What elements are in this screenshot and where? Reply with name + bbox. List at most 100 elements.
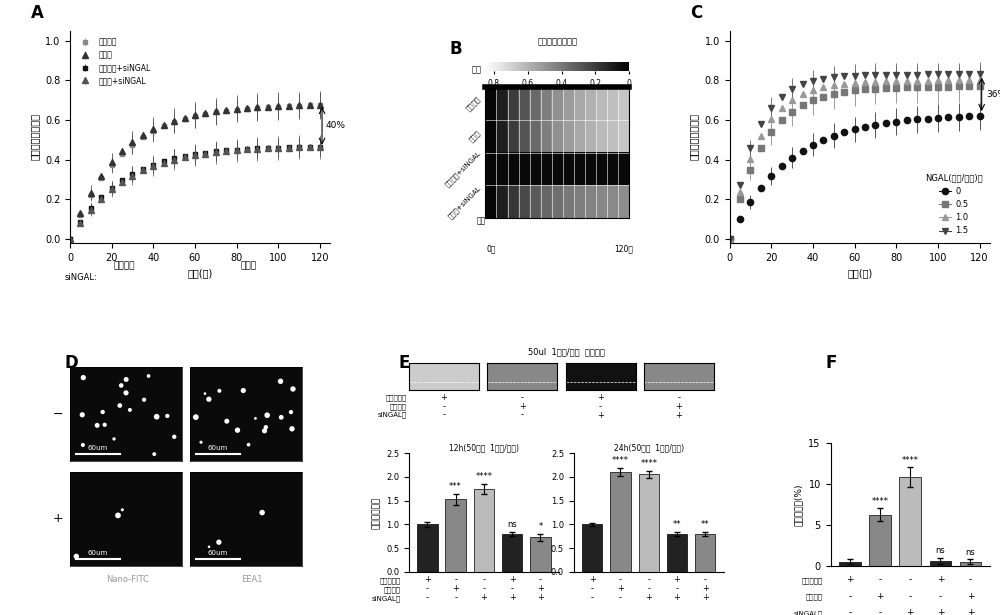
Text: -: - bbox=[591, 593, 594, 603]
Text: siNGAL:: siNGAL: bbox=[65, 273, 98, 282]
Text: +: + bbox=[967, 592, 974, 601]
Text: F: F bbox=[826, 354, 837, 371]
Point bbox=[106, 434, 122, 444]
Point bbox=[136, 395, 152, 405]
Text: +: + bbox=[452, 584, 459, 593]
Point bbox=[219, 416, 235, 426]
Text: siNGAL：: siNGAL： bbox=[378, 412, 407, 418]
Y-axis label: 荧光恢复相对强度: 荧光恢复相对强度 bbox=[29, 113, 39, 161]
Text: 60um: 60um bbox=[88, 550, 108, 555]
Legend: 培养上清, 外泌体, 培养上清+siNGAL, 外泌体+siNGAL: 培养上清, 外泌体, 培养上清+siNGAL, 外泌体+siNGAL bbox=[74, 34, 154, 88]
Text: +: + bbox=[424, 576, 431, 584]
Text: 分组: 分组 bbox=[472, 66, 482, 75]
Point bbox=[159, 411, 175, 421]
Title: 24h(50微升  1毫克/毫升): 24h(50微升 1毫克/毫升) bbox=[614, 443, 684, 452]
Bar bbox=[639, 475, 659, 572]
Point bbox=[201, 542, 217, 552]
Y-axis label: 荧光恢复相对强度: 荧光恢复相对强度 bbox=[689, 113, 699, 161]
Text: -: - bbox=[879, 575, 882, 584]
Point bbox=[75, 373, 91, 383]
Point bbox=[114, 505, 130, 515]
Text: -: - bbox=[909, 592, 912, 601]
Text: -: - bbox=[619, 593, 622, 603]
Point bbox=[141, 371, 157, 381]
Bar bbox=[610, 472, 631, 572]
Bar bbox=[417, 525, 438, 572]
Point bbox=[118, 388, 134, 398]
Text: 120秒: 120秒 bbox=[614, 245, 633, 254]
Text: -: - bbox=[454, 576, 457, 584]
Point bbox=[273, 413, 289, 423]
Text: -: - bbox=[879, 608, 882, 615]
Text: +: + bbox=[617, 584, 624, 593]
Text: +: + bbox=[876, 592, 884, 601]
Text: *: * bbox=[538, 522, 543, 531]
Text: +: + bbox=[846, 575, 854, 584]
Point bbox=[188, 412, 204, 422]
Text: +: + bbox=[675, 402, 682, 411]
Text: ****: **** bbox=[475, 472, 492, 481]
Text: C: C bbox=[691, 4, 703, 22]
Text: -: - bbox=[647, 584, 650, 593]
Text: +: + bbox=[509, 593, 516, 603]
Text: siNGAL：: siNGAL： bbox=[371, 595, 400, 602]
Point bbox=[89, 421, 105, 430]
Point bbox=[112, 400, 128, 410]
Text: -: - bbox=[442, 411, 445, 419]
Point bbox=[273, 376, 289, 386]
Point bbox=[241, 440, 257, 450]
Point bbox=[257, 426, 273, 436]
Point bbox=[211, 386, 227, 395]
Text: -: - bbox=[939, 592, 942, 601]
Title: 12h(50微升  1毫克/毫升): 12h(50微升 1毫克/毫升) bbox=[449, 443, 519, 452]
Point bbox=[283, 407, 299, 417]
Text: 培养上清: 培养上清 bbox=[113, 261, 135, 270]
Text: -: - bbox=[647, 576, 650, 584]
Text: 外泌体：: 外泌体： bbox=[390, 403, 407, 410]
Text: +: + bbox=[509, 576, 516, 584]
Text: +: + bbox=[702, 584, 709, 593]
Bar bbox=[667, 534, 687, 572]
Bar bbox=[960, 561, 981, 566]
Text: -: - bbox=[591, 584, 594, 593]
Text: -: - bbox=[511, 584, 514, 593]
Text: -: - bbox=[521, 394, 524, 402]
Text: +: + bbox=[645, 593, 652, 603]
Point bbox=[166, 432, 182, 442]
Text: D: D bbox=[65, 354, 79, 371]
Text: 50ul  1毫克/毫升  纳米微囊: 50ul 1毫克/毫升 纳米微囊 bbox=[528, 347, 605, 357]
Text: -: - bbox=[426, 584, 429, 593]
Text: A: A bbox=[31, 4, 44, 22]
Text: ****: **** bbox=[902, 456, 919, 465]
Text: **: ** bbox=[673, 520, 681, 529]
Text: EEA1: EEA1 bbox=[241, 575, 263, 584]
Point bbox=[197, 389, 213, 399]
Text: +: + bbox=[702, 593, 709, 603]
Text: 外泌体：: 外泌体： bbox=[806, 593, 823, 600]
Y-axis label: 相对荧光强度: 相对荧光强度 bbox=[372, 496, 381, 529]
Text: +: + bbox=[589, 576, 596, 584]
Point bbox=[122, 405, 138, 415]
Point bbox=[284, 424, 300, 434]
Text: 36%: 36% bbox=[986, 90, 1000, 99]
Text: +: + bbox=[597, 394, 604, 402]
Text: +: + bbox=[675, 411, 682, 419]
Bar bbox=[474, 489, 494, 572]
Text: +: + bbox=[674, 593, 680, 603]
Text: 60um: 60um bbox=[208, 445, 228, 451]
Legend: 0, 0.5, 1.0, 1.5: 0, 0.5, 1.0, 1.5 bbox=[922, 170, 986, 239]
Text: **: ** bbox=[701, 520, 710, 529]
Text: +: + bbox=[907, 608, 914, 615]
Point bbox=[193, 437, 209, 447]
Point bbox=[118, 375, 134, 384]
Text: +: + bbox=[537, 593, 544, 603]
Text: +: + bbox=[674, 576, 680, 584]
Text: -: - bbox=[848, 608, 852, 615]
Text: -: - bbox=[426, 593, 429, 603]
Point bbox=[97, 420, 113, 430]
Point bbox=[247, 413, 263, 423]
Text: -: - bbox=[704, 576, 707, 584]
Text: E: E bbox=[399, 354, 410, 371]
Point bbox=[285, 384, 301, 394]
X-axis label: 时间(秒): 时间(秒) bbox=[188, 268, 213, 278]
